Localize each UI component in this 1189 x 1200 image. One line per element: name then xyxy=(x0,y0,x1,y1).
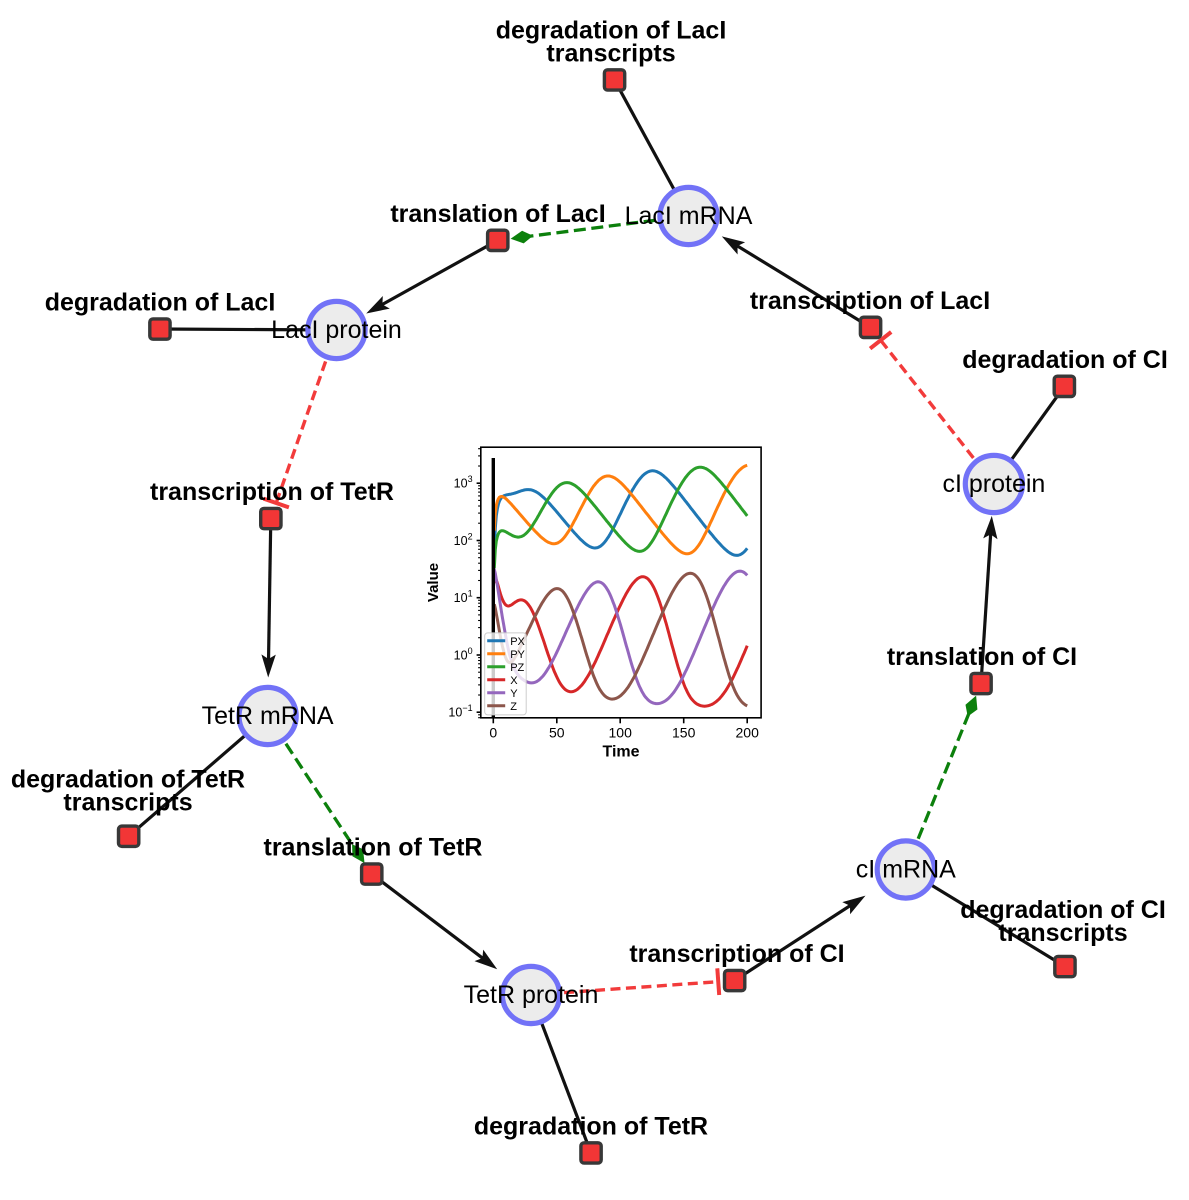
svg-text:PZ: PZ xyxy=(510,662,524,674)
svg-text:100: 100 xyxy=(609,725,633,741)
svg-text:100: 100 xyxy=(454,646,473,663)
svg-text:degradation of CI: degradation of CI xyxy=(960,896,1166,924)
svg-text:TetR protein: TetR protein xyxy=(464,981,599,1009)
svg-text:cI protein: cI protein xyxy=(942,470,1045,498)
svg-text:transcripts: transcripts xyxy=(998,919,1127,947)
svg-text:PY: PY xyxy=(510,649,525,661)
svg-text:101: 101 xyxy=(454,589,473,606)
svg-text:transcription of CI: transcription of CI xyxy=(629,940,844,968)
svg-text:150: 150 xyxy=(672,725,696,741)
svg-text:translation of LacI: translation of LacI xyxy=(390,200,605,228)
svg-text:10−1: 10−1 xyxy=(448,703,472,720)
svg-text:degradation of LacI: degradation of LacI xyxy=(496,17,727,45)
svg-text:transcription of TetR: transcription of TetR xyxy=(150,478,394,506)
svg-text:degradation of TetR: degradation of TetR xyxy=(474,1113,708,1141)
svg-text:Z: Z xyxy=(510,701,517,713)
svg-text:degradation of TetR: degradation of TetR xyxy=(11,766,245,794)
svg-text:transcripts: transcripts xyxy=(546,40,675,68)
svg-text:50: 50 xyxy=(549,725,565,741)
svg-text:transcripts: transcripts xyxy=(63,789,192,817)
svg-text:LacI protein: LacI protein xyxy=(271,316,402,344)
svg-text:200: 200 xyxy=(736,725,760,741)
svg-text:PX: PX xyxy=(510,636,525,648)
svg-text:LacI mRNA: LacI mRNA xyxy=(625,202,753,230)
svg-text:103: 103 xyxy=(454,474,473,491)
svg-text:translation of TetR: translation of TetR xyxy=(264,834,483,862)
svg-text:translation of CI: translation of CI xyxy=(887,643,1077,671)
svg-text:degradation of LacI: degradation of LacI xyxy=(45,289,276,317)
svg-text:cI mRNA: cI mRNA xyxy=(856,856,956,884)
svg-text:102: 102 xyxy=(454,532,473,549)
svg-text:X: X xyxy=(510,675,518,687)
svg-text:TetR mRNA: TetR mRNA xyxy=(202,702,334,730)
svg-text:Time: Time xyxy=(602,743,639,760)
svg-text:Y: Y xyxy=(510,688,518,700)
svg-text:transcription of LacI: transcription of LacI xyxy=(750,287,990,315)
svg-text:degradation of CI: degradation of CI xyxy=(962,346,1168,374)
svg-text:0: 0 xyxy=(489,725,497,741)
svg-text:Value: Value xyxy=(425,563,442,602)
